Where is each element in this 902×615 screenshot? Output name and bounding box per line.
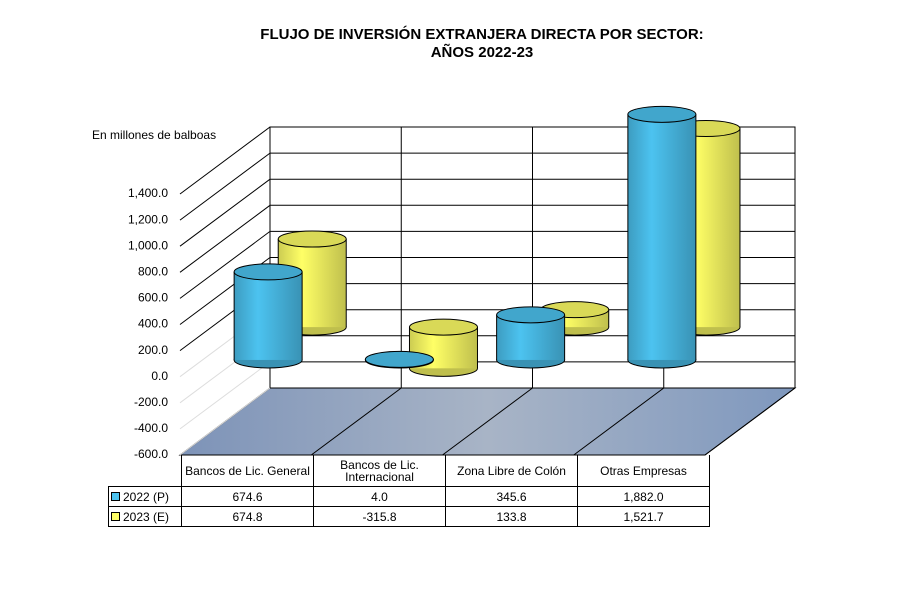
cylinder-top — [233, 263, 303, 281]
y-tick-label: 1,000.0 — [128, 238, 168, 252]
y-tick-label: 0.0 — [151, 369, 168, 383]
grid-line — [179, 178, 271, 247]
cylinder-top — [627, 105, 697, 123]
table-row: 2023 (E) 674.8 -315.8 133.8 1,521.7 — [108, 506, 710, 527]
grid-line — [179, 204, 271, 273]
y-tick-label: 600.0 — [138, 291, 168, 305]
cylinder-top — [408, 318, 478, 336]
y-tick-label: 200.0 — [138, 343, 168, 357]
chart-title: FLUJO DE INVERSIÓN EXTRANJERA DIRECTA PO… — [260, 25, 703, 43]
table-corner — [108, 455, 182, 487]
data-label: 345.6 — [445, 486, 578, 507]
category-label: Otras Empresas — [577, 455, 710, 487]
y-tick-label: -200.0 — [134, 395, 168, 409]
legend-entry: 2023 (E) — [108, 506, 182, 527]
chart-title: AÑOS 2022-23 — [431, 43, 534, 61]
y-tick-label: -400.0 — [134, 421, 168, 435]
legend-swatch — [111, 491, 120, 501]
table-row: 2022 (P) 674.6 4.0 345.6 1,882.0 — [108, 486, 710, 507]
category-label: Bancos de Lic. General — [181, 455, 314, 487]
cylinder — [627, 114, 696, 360]
cylinder — [234, 271, 303, 360]
data-label: 133.8 — [445, 506, 578, 527]
grid-line — [179, 361, 271, 430]
grid-line — [179, 152, 271, 221]
data-label: 1,521.7 — [577, 506, 710, 527]
data-table: Bancos de Lic. General Bancos de Lic. Int… — [108, 455, 710, 527]
grid-line — [179, 126, 271, 195]
data-label: 1,882.0 — [577, 486, 710, 507]
wall-edge — [704, 387, 796, 456]
legend-label: 2023 (E) — [123, 509, 170, 524]
y-tick-label: 400.0 — [138, 317, 168, 331]
legend-swatch — [111, 511, 120, 521]
cylinder-top — [496, 306, 566, 324]
data-label: 4.0 — [313, 486, 446, 507]
y-axis-label: En millones de balboas — [92, 128, 216, 142]
y-tick-label: 1,400.0 — [128, 186, 168, 200]
category-label: Bancos de Lic. Internacional — [313, 455, 446, 487]
category-label: Zona Libre de Colón — [445, 455, 578, 487]
cylinder-top — [277, 230, 347, 248]
category-divider — [442, 387, 533, 456]
grid-line — [179, 230, 271, 299]
category-divider — [310, 387, 402, 456]
legend-entry: 2022 (P) — [108, 486, 182, 507]
legend-label: 2022 (P) — [123, 489, 170, 504]
data-label: -315.8 — [313, 506, 446, 527]
data-label: 674.8 — [181, 506, 314, 527]
cylinder-top — [364, 350, 434, 368]
data-label: 674.6 — [181, 486, 314, 507]
table-row: Bancos de Lic. General Bancos de Lic. Int… — [108, 455, 710, 487]
category-divider — [573, 387, 665, 456]
grid-line — [179, 387, 271, 456]
y-tick-label: 1,200.0 — [128, 212, 168, 226]
y-tick-label: 800.0 — [138, 264, 168, 278]
